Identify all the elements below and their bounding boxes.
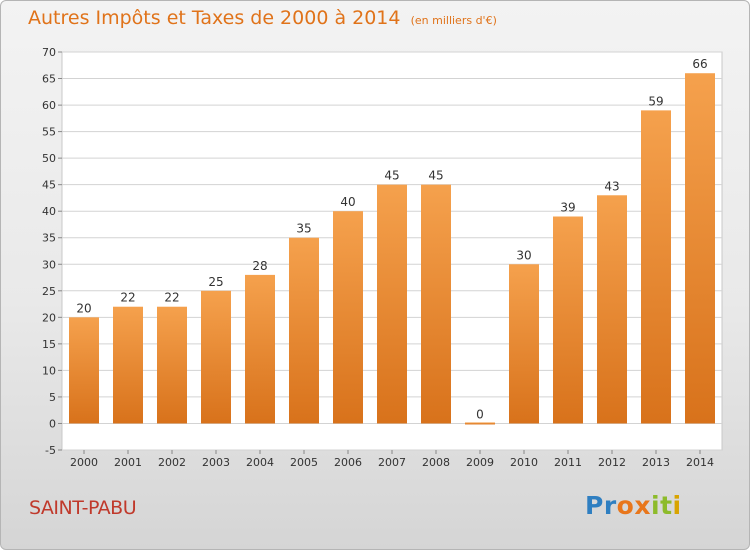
y-tick-label: 0 bbox=[49, 417, 56, 430]
bar-2011 bbox=[553, 216, 583, 424]
y-tick-label: 35 bbox=[42, 232, 56, 245]
bar-2006 bbox=[333, 211, 363, 424]
logo-letter: r bbox=[603, 491, 617, 520]
bar-2008 bbox=[421, 184, 451, 424]
data-label-2007: 45 bbox=[384, 169, 399, 183]
x-tick-label-2001: 2001 bbox=[114, 456, 142, 469]
data-label-2003: 25 bbox=[208, 275, 223, 289]
y-tick-label: 30 bbox=[42, 258, 56, 271]
data-label-2011: 39 bbox=[560, 201, 575, 215]
data-label-2004: 28 bbox=[252, 259, 267, 273]
y-tick-label: 10 bbox=[42, 364, 56, 377]
x-tick-label-2008: 2008 bbox=[422, 456, 450, 469]
logo-letter: P bbox=[585, 491, 604, 520]
bar-2009 bbox=[465, 422, 495, 425]
y-tick-label: -5 bbox=[45, 444, 56, 457]
data-label-2008: 45 bbox=[428, 169, 443, 183]
x-tick-label-2002: 2002 bbox=[158, 456, 186, 469]
logo-letter: i bbox=[651, 491, 661, 520]
proxiti-logo: Proxiti bbox=[585, 491, 682, 520]
x-tick-label-2013: 2013 bbox=[642, 456, 670, 469]
chart-title: Autres Impôts et Taxes de 2000 à 2014 bbox=[28, 7, 401, 29]
data-label-2002: 22 bbox=[164, 291, 179, 305]
bar-2012 bbox=[597, 195, 627, 424]
place-name: SAINT-PABU bbox=[29, 497, 137, 519]
bar-2010 bbox=[509, 264, 539, 424]
y-tick-label: 40 bbox=[42, 205, 56, 218]
y-tick-label: 50 bbox=[42, 152, 56, 165]
data-label-2000: 20 bbox=[76, 301, 91, 315]
data-label-2014: 66 bbox=[692, 57, 707, 71]
data-label-2005: 35 bbox=[296, 222, 311, 236]
data-label-2001: 22 bbox=[120, 291, 135, 305]
data-label-2012: 43 bbox=[604, 179, 619, 193]
y-tick-label: 5 bbox=[49, 391, 56, 404]
logo-letter: i bbox=[672, 491, 682, 520]
bar-2002 bbox=[157, 306, 187, 424]
logo-letter: t bbox=[660, 491, 673, 520]
y-tick-label: 15 bbox=[42, 338, 56, 351]
bar-2005 bbox=[289, 237, 319, 424]
bar-2001 bbox=[113, 306, 143, 424]
bar-2003 bbox=[201, 290, 231, 424]
logo-letter: o bbox=[616, 491, 635, 520]
y-tick-label: 70 bbox=[42, 46, 56, 59]
x-tick-label-2004: 2004 bbox=[246, 456, 274, 469]
x-tick-label-2003: 2003 bbox=[202, 456, 230, 469]
data-label-2010: 30 bbox=[516, 248, 531, 262]
y-tick-label: 45 bbox=[42, 179, 56, 192]
x-tick-label-2010: 2010 bbox=[510, 456, 538, 469]
x-tick-label-2009: 2009 bbox=[466, 456, 494, 469]
bar-2000 bbox=[69, 317, 99, 424]
x-tick-label-2011: 2011 bbox=[554, 456, 582, 469]
x-tick-label-2006: 2006 bbox=[334, 456, 362, 469]
bar-2007 bbox=[377, 184, 407, 424]
bar-2004 bbox=[245, 274, 275, 424]
y-tick-label: 55 bbox=[42, 126, 56, 139]
y-tick-label: 65 bbox=[42, 73, 56, 86]
x-tick-label-2000: 2000 bbox=[70, 456, 98, 469]
logo-letter: x bbox=[634, 491, 651, 520]
x-tick-label-2014: 2014 bbox=[686, 456, 714, 469]
x-tick-label-2005: 2005 bbox=[290, 456, 318, 469]
title-block: Autres Impôts et Taxes de 2000 à 2014 (e… bbox=[28, 7, 497, 29]
bar-2014 bbox=[685, 73, 715, 424]
data-label-2013: 59 bbox=[648, 94, 663, 108]
chart-subtitle: (en milliers d'€) bbox=[410, 14, 497, 27]
x-tick-label-2007: 2007 bbox=[378, 456, 406, 469]
y-tick-label: 60 bbox=[42, 99, 56, 112]
y-tick-label: 25 bbox=[42, 285, 56, 298]
data-label-2006: 40 bbox=[340, 195, 355, 209]
bar-2013 bbox=[641, 110, 671, 424]
x-tick-label-2012: 2012 bbox=[598, 456, 626, 469]
data-label-2009: 0 bbox=[476, 407, 484, 421]
y-tick-label: 20 bbox=[42, 311, 56, 324]
